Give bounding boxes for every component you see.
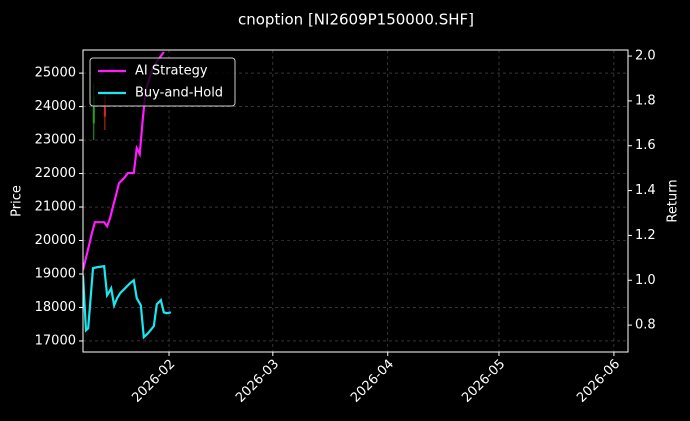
chart-title: cnoption [NI2609P150000.SHF] xyxy=(238,11,474,29)
y-axis-label: Price xyxy=(10,185,25,217)
y2-tick-label: 1.2 xyxy=(635,228,656,243)
y-tick-label: 21000 xyxy=(35,200,76,215)
y-tick-label: 19000 xyxy=(35,266,76,281)
y-tick-label: 24000 xyxy=(35,99,76,114)
y-tick-label: 22000 xyxy=(35,166,76,181)
candle-body xyxy=(92,96,95,124)
y2-tick-label: 1.8 xyxy=(635,93,656,108)
y-tick-label: 20000 xyxy=(35,233,76,248)
y-tick-label: 17000 xyxy=(35,333,76,348)
y2-tick-label: 1.4 xyxy=(635,183,656,198)
y-tick-label: 23000 xyxy=(35,133,76,148)
y2-axis-label: Return xyxy=(666,179,681,222)
y2-tick-label: 2.0 xyxy=(635,49,656,64)
legend-label: AI Strategy xyxy=(135,64,208,79)
plot-frame xyxy=(82,49,629,353)
y2-tick-label: 1.6 xyxy=(635,138,656,153)
legend-box xyxy=(89,57,236,107)
y2-tick-label: 0.8 xyxy=(635,318,656,333)
series-line xyxy=(83,264,172,340)
y2-tick-label: 1.0 xyxy=(635,273,656,288)
y-tick-label: 25000 xyxy=(35,66,76,81)
y-tick-label: 18000 xyxy=(35,300,76,315)
candle-body xyxy=(103,96,106,117)
legend-label: Buy-and-Hold xyxy=(135,86,223,101)
